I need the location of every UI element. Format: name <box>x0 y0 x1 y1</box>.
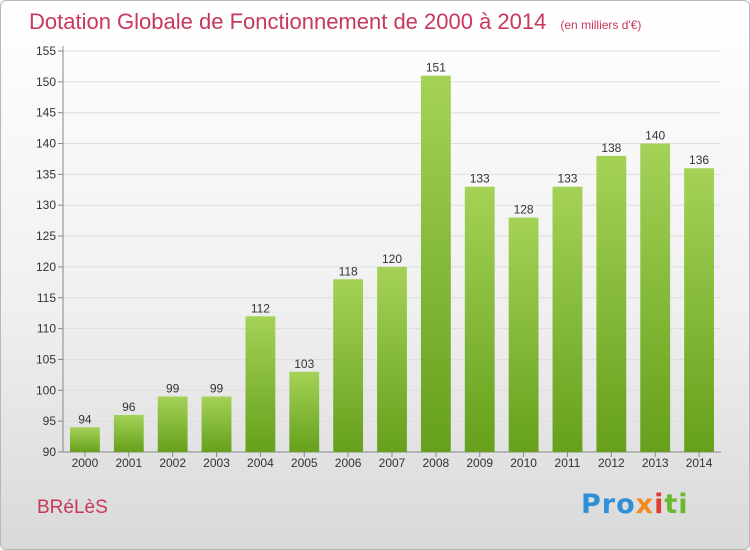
y-tick-label: 90 <box>43 445 57 459</box>
bar-2012 <box>596 155 627 452</box>
data-label-2002: 99 <box>166 381 180 395</box>
x-tick-label-2008: 2008 <box>423 456 450 470</box>
bar-2000 <box>70 427 100 452</box>
y-tick-label: 155 <box>36 44 56 58</box>
logo-part-1: Pro <box>581 489 636 520</box>
bar-2008 <box>420 75 451 452</box>
x-tick-label-2011: 2011 <box>555 456 581 470</box>
y-tick-label: 140 <box>36 137 56 151</box>
data-label-2014: 136 <box>689 153 709 167</box>
data-label-2006: 118 <box>339 264 358 278</box>
data-label-2003: 99 <box>210 381 224 395</box>
bar-2014 <box>684 168 714 452</box>
chart-title: Dotation Globale de Fonctionnement de 20… <box>29 9 641 35</box>
bar-2003 <box>201 396 232 452</box>
commune-name: BRéLèS <box>37 497 108 518</box>
x-tick-label-2000: 2000 <box>72 456 99 470</box>
proxiti-logo[interactable]: Proxiti <box>581 489 689 520</box>
title-text: Dotation Globale de Fonctionnement de 20… <box>29 9 547 34</box>
x-tick-label-2001: 2001 <box>115 456 142 470</box>
y-tick-label: 125 <box>36 229 56 243</box>
data-label-2005: 103 <box>294 357 314 371</box>
data-label-2004: 112 <box>251 301 270 315</box>
y-tick-label: 100 <box>36 383 56 397</box>
labels: 90 95 100 105 110 115 120 125 130 135 140 145 150 155… <box>36 44 713 470</box>
x-tick-label-2012: 2012 <box>598 456 625 470</box>
logo-part-2: x <box>635 489 655 520</box>
y-tick-label: 115 <box>37 291 56 305</box>
data-label-2010: 128 <box>514 203 534 217</box>
bar-2013 <box>640 143 671 453</box>
y-tick-label: 145 <box>36 106 56 120</box>
bar-2006 <box>333 279 364 452</box>
y-tick-label: 95 <box>43 414 57 428</box>
bar-2004 <box>245 316 276 452</box>
x-tick-label-2003: 2003 <box>203 456 230 470</box>
data-label-2007: 120 <box>382 252 402 266</box>
data-label-2008: 151 <box>426 61 446 75</box>
x-tick-label-2009: 2009 <box>466 456 493 470</box>
x-tick-label-2002: 2002 <box>159 456 186 470</box>
chart-subtitle: (en milliers d'€) <box>560 18 642 32</box>
y-tick-label: 135 <box>36 167 56 181</box>
bars <box>70 75 714 453</box>
y-tick-label: 120 <box>36 260 56 274</box>
bar-2002 <box>157 396 188 452</box>
data-label-2011: 133 <box>557 172 577 186</box>
bar-2011 <box>552 186 583 452</box>
logo-part-4: ti <box>664 489 689 520</box>
x-tick-label-2005: 2005 <box>291 456 318 470</box>
x-tick-label-2007: 2007 <box>379 456 406 470</box>
bar-2001 <box>113 414 144 452</box>
y-tick-label: 110 <box>37 322 56 336</box>
x-tick-label-2006: 2006 <box>335 456 362 470</box>
x-tick-label-2010: 2010 <box>510 456 537 470</box>
x-tick-label-2013: 2013 <box>642 456 669 470</box>
data-label-2001: 96 <box>122 400 136 414</box>
x-tick-label-2014: 2014 <box>686 456 713 470</box>
bar-2007 <box>377 266 407 452</box>
bar-2009 <box>464 186 495 452</box>
x-tick-label-2004: 2004 <box>247 456 274 470</box>
bar-2005 <box>289 371 320 452</box>
y-tick-label: 105 <box>36 352 56 366</box>
y-tick-label: 150 <box>36 75 56 89</box>
data-label-2009: 133 <box>470 172 490 186</box>
bar-2010 <box>508 217 539 452</box>
data-label-2000: 94 <box>78 412 92 426</box>
data-label-2012: 138 <box>601 141 621 155</box>
y-tick-label: 130 <box>36 198 56 212</box>
data-label-2013: 140 <box>645 129 665 143</box>
logo-part-3: i <box>654 489 665 520</box>
